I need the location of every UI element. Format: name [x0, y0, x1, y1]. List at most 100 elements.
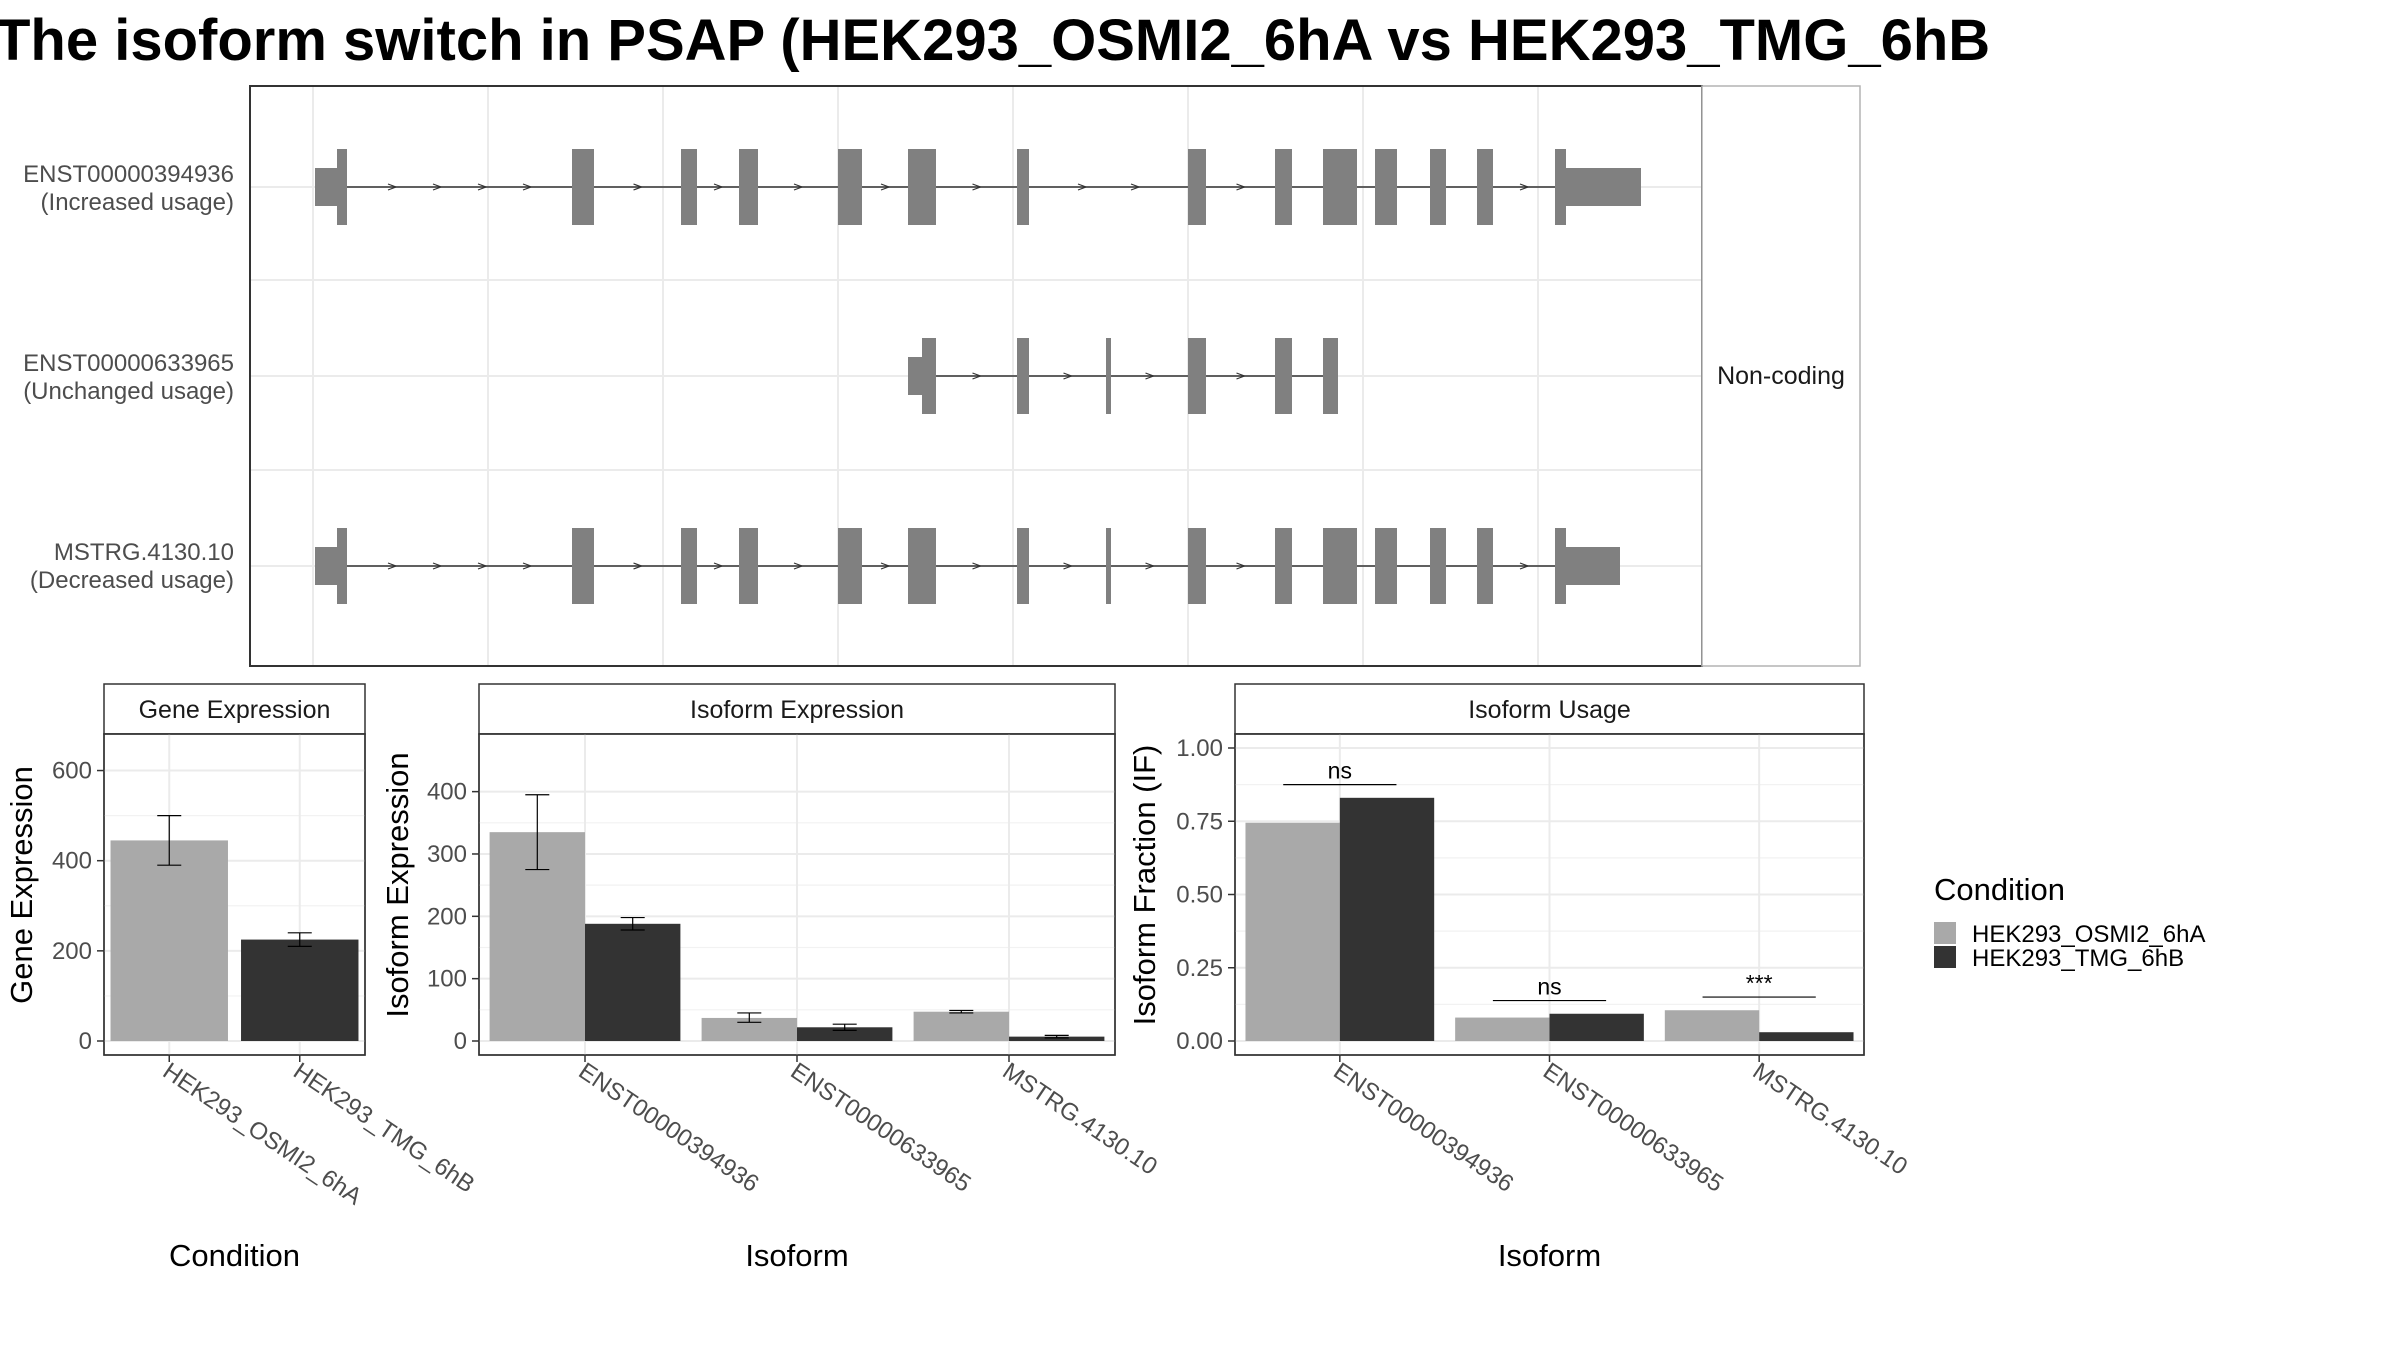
- isoform-usage-x-title: Isoform: [1498, 1238, 1601, 1273]
- strand-arrow: [387, 183, 398, 191]
- isoform-usage-ytick-label: 0.00: [1176, 1028, 1223, 1055]
- strip-label-noncoding: Non-coding: [1717, 362, 1845, 390]
- isoform-usage-sig-label: ns: [1328, 758, 1352, 784]
- isoform-expression-bar: [913, 1011, 1009, 1041]
- strand-arrow: [793, 183, 804, 191]
- legend: Condition HEK293_OSMI2_6hA HEK293_TMG_6h…: [1934, 872, 2205, 972]
- gene-expression-ytick-label: 400: [52, 848, 92, 875]
- isoform-expression-ytick-label: 400: [427, 779, 467, 806]
- isoform-expression-x-title: Isoform: [745, 1238, 848, 1273]
- exon: [337, 528, 347, 604]
- strand-arrow: [880, 562, 891, 570]
- exon: [1017, 149, 1029, 225]
- exon: [337, 149, 347, 225]
- isoform-expression-xtick-label: ENST00000633965: [786, 1058, 976, 1198]
- legend-label-osmi2: HEK293_OSMI2_6hA: [1972, 921, 2205, 948]
- isoform-usage-sig-label: ns: [1537, 974, 1561, 1000]
- isoform-usage-xtick-label: ENST00000633965: [1538, 1058, 1728, 1198]
- isoform-usage-ytick-label: 0.75: [1176, 808, 1223, 835]
- exon: [1275, 149, 1292, 225]
- gene-expression-strip: [103, 683, 366, 735]
- gene-expression-bar: [241, 939, 359, 1041]
- strand-arrow: [522, 183, 533, 191]
- exon: [1275, 338, 1292, 414]
- exon: [1555, 528, 1566, 604]
- exon: [1430, 528, 1446, 604]
- isoform-expression-y-title: Isoform Expression: [380, 752, 415, 1017]
- utr-5prime: [908, 357, 922, 395]
- isoform-track-1: [315, 149, 1641, 225]
- isoform-expression-ytick-label: 0: [454, 1028, 467, 1055]
- exon: [1323, 528, 1357, 604]
- exon: [908, 149, 936, 225]
- exon: [908, 528, 936, 604]
- legend-swatch-osmi2: [1934, 922, 1956, 944]
- exon: [681, 149, 697, 225]
- isoform-expression-ytick-label: 100: [427, 966, 467, 993]
- isoform-expression-ytick-label: 300: [427, 841, 467, 868]
- isoform-usage-bar: [1664, 1010, 1760, 1041]
- strand-arrow: [1063, 372, 1074, 380]
- exon: [838, 528, 862, 604]
- strand-arrow: [633, 183, 644, 191]
- isoform-label-1-id: ENST00000394936: [23, 161, 234, 188]
- isoform-usage-plot-area: 0.00 0.25 0.50 0.75 1.00 ns ENST00000394936 ns E…: [1176, 733, 1912, 1198]
- isoform-usage-ytick-label: 0.25: [1176, 955, 1223, 982]
- isoform-usage-ytick-label: 0.50: [1176, 882, 1223, 909]
- strand-arrow: [477, 562, 488, 570]
- exon: [1106, 338, 1111, 414]
- strand-arrow: [713, 183, 724, 191]
- exon: [1106, 528, 1111, 604]
- gene-expression-ytick-label: 200: [52, 938, 92, 965]
- isoform-label-2-usage: (Unchanged usage): [23, 378, 234, 405]
- gene-expression-ytick-label: 0: [79, 1028, 92, 1055]
- strand-arrow: [1236, 372, 1247, 380]
- gene-expression-strip-title: Gene Expression: [139, 696, 331, 724]
- exon: [1375, 528, 1397, 604]
- strand-arrow: [432, 183, 443, 191]
- strand-arrow: [1236, 183, 1247, 191]
- isoform-usage-xtick-label: ENST00000394936: [1328, 1058, 1518, 1198]
- exon: [739, 149, 758, 225]
- exon: [838, 149, 862, 225]
- isoform-usage-xtick-label: MSTRG.4130.10: [1748, 1058, 1912, 1181]
- exon: [1375, 149, 1397, 225]
- exon: [1477, 149, 1493, 225]
- plot-title: The isoform switch in PSAP (HEK293_OSMI2…: [0, 8, 1990, 73]
- isoform-label-3-usage: (Decreased usage): [30, 567, 234, 594]
- strand-arrow: [972, 183, 983, 191]
- utr-5prime: [315, 547, 337, 585]
- strand-arrow: [713, 562, 724, 570]
- isoform-usage-y-title: Isoform Fraction (IF): [1127, 745, 1162, 1026]
- gene-expression-ytick-label: 600: [52, 758, 92, 785]
- strand-arrow: [972, 562, 983, 570]
- exon: [1188, 149, 1206, 225]
- strand-arrow: [972, 372, 983, 380]
- isoform-expression-bar: [1009, 1036, 1105, 1041]
- isoform-label-2-id: ENST00000633965: [23, 350, 234, 377]
- exon: [681, 528, 697, 604]
- exon: [572, 149, 594, 225]
- isoform-usage-ytick-label: 1.00: [1176, 735, 1223, 762]
- exon: [1188, 528, 1206, 604]
- strand-arrow: [432, 562, 443, 570]
- strand-arrow: [880, 183, 891, 191]
- exon: [1323, 149, 1357, 225]
- isoform-track-3: [315, 528, 1620, 604]
- isoform-track-2: [908, 338, 1338, 414]
- structure-strip: [1701, 85, 1861, 667]
- gene-expression-panel-frame: [103, 733, 366, 1056]
- strand-arrow: [1077, 183, 1088, 191]
- strand-arrow: [1236, 562, 1247, 570]
- strand-arrow: [387, 562, 398, 570]
- isoform-usage-bar: [1339, 797, 1435, 1041]
- strand-arrow: [633, 562, 644, 570]
- legend-title: Condition: [1934, 872, 2065, 907]
- gene-expression-y-title: Gene Expression: [4, 766, 39, 1004]
- strand-arrow: [793, 562, 804, 570]
- isoform-usage-bar: [1759, 1032, 1854, 1041]
- exon: [1275, 528, 1292, 604]
- isoform-usage-bar: [1549, 1013, 1644, 1041]
